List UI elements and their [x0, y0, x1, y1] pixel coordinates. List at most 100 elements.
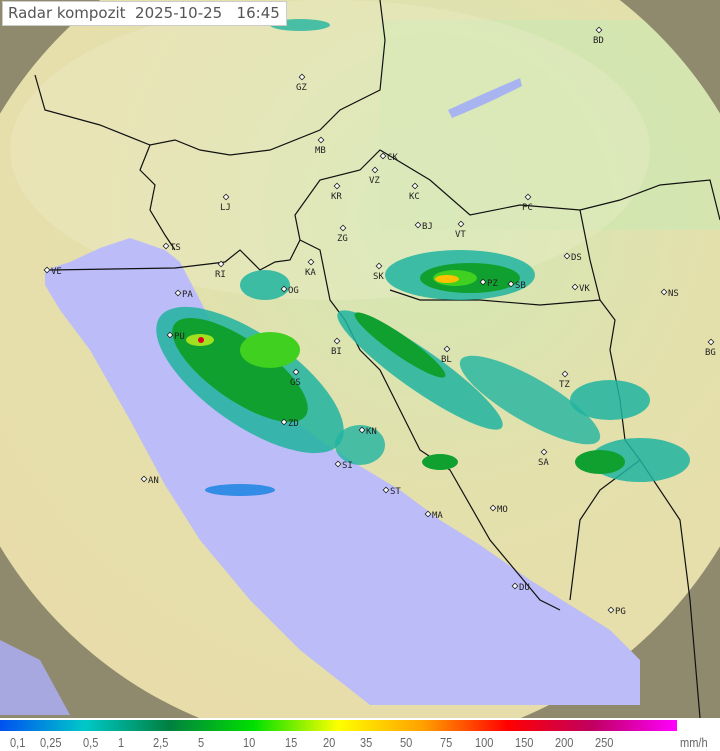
city-label: KR — [331, 192, 342, 202]
city-label: PC — [522, 203, 533, 213]
city-vk: VK — [571, 283, 590, 294]
city-ma: MA — [424, 510, 443, 521]
legend-label: 5 — [198, 735, 205, 750]
title-label: Radar kompozit — [8, 4, 126, 22]
city-ri: RI — [215, 260, 226, 280]
city-label: MA — [432, 511, 443, 521]
legend-label: 200 — [555, 735, 574, 750]
city-label: BG — [705, 348, 716, 358]
country-borders — [34, 0, 720, 718]
city-marker-icon — [292, 368, 300, 376]
city-marker-icon — [511, 582, 519, 590]
city-label: SA — [538, 458, 549, 468]
lake-balaton — [448, 78, 522, 118]
city-label: AN — [148, 476, 159, 486]
legend-color-bar — [0, 720, 677, 731]
city-marker-icon — [563, 252, 571, 260]
pannonian-lowland — [380, 20, 720, 230]
city-pa: PA — [174, 289, 193, 300]
city-marker-icon — [424, 510, 432, 518]
city-label: GZ — [296, 83, 307, 93]
city-tz: TZ — [559, 370, 570, 390]
city-label: RI — [215, 270, 226, 280]
city-label: SB — [515, 281, 526, 291]
city-marker-icon — [174, 289, 182, 297]
city-marker-icon — [540, 448, 548, 456]
city-ka: KA — [305, 258, 316, 278]
city-marker-icon — [298, 73, 306, 81]
city-marker-icon — [140, 475, 148, 483]
city-label: PU — [174, 332, 185, 342]
city-label: BI — [331, 347, 342, 357]
city-ds: DS — [563, 252, 582, 263]
city-pz: PZ — [479, 278, 498, 289]
city-label: BL — [441, 355, 452, 365]
city-marker-icon — [334, 460, 342, 468]
city-label: VE — [51, 267, 62, 277]
city-ck: CK — [379, 152, 398, 163]
city-marker-icon — [411, 182, 419, 190]
legend-labels: 0,1 0,25 0,5 1 2,5 5 10 15 20 35 50 75 100 150 200 250 m… — [0, 734, 720, 751]
city-marker-icon — [217, 260, 225, 268]
city-pg: PG — [607, 606, 626, 617]
city-marker-icon — [280, 285, 288, 293]
city-marker-icon — [571, 283, 579, 291]
city-mo: MO — [489, 504, 508, 515]
city-label: CK — [387, 153, 398, 163]
city-label: ZG — [337, 234, 348, 244]
city-bi: BI — [331, 337, 342, 357]
title-date: 2025-10-25 — [135, 4, 223, 22]
city-marker-icon — [489, 504, 497, 512]
city-label: PZ — [487, 279, 498, 289]
city-zg: ZG — [337, 224, 348, 244]
city-marker-icon — [507, 280, 515, 288]
city-label: VK — [579, 284, 590, 294]
city-marker-icon — [166, 331, 174, 339]
city-label: LJ — [220, 203, 231, 213]
city-label: PG — [615, 607, 626, 617]
city-label: DU — [519, 583, 530, 593]
city-label: OG — [288, 286, 299, 296]
city-ns: NS — [660, 288, 679, 299]
city-marker-icon — [379, 152, 387, 160]
city-label: KC — [409, 192, 420, 202]
legend-label: 100 — [475, 735, 494, 750]
radar-echoes — [156, 19, 690, 496]
city-label: BJ — [422, 222, 433, 232]
city-marker-icon — [307, 258, 315, 266]
city-si: SI — [334, 460, 353, 471]
city-kn: KN — [358, 426, 377, 437]
radar-map: BD GZ MB CK VZ KR KC PC LJ TS ZG VT BJ VE RI KA SK PZ SB DS… — [0, 0, 720, 718]
city-kc: KC — [409, 182, 420, 202]
legend-label: 15 — [285, 735, 298, 750]
legend-label: 0,5 — [83, 735, 99, 750]
city-label: KA — [305, 268, 316, 278]
title-time: 16:45 — [236, 4, 280, 22]
city-sk: SK — [373, 262, 384, 282]
city-label: ST — [390, 487, 401, 497]
city-marker-icon — [414, 221, 422, 229]
city-ve: VE — [43, 266, 62, 277]
city-mb: MB — [315, 136, 326, 156]
legend-unit: mm/h — [680, 735, 708, 750]
city-label: BD — [593, 36, 604, 46]
city-marker-icon — [280, 418, 288, 426]
city-label: SI — [342, 461, 353, 471]
city-marker-icon — [607, 606, 615, 614]
legend-label: 1 — [118, 735, 125, 750]
city-label: PA — [182, 290, 193, 300]
city-gz: GZ — [296, 73, 307, 93]
city-marker-icon — [595, 26, 603, 34]
city-bg: BG — [705, 338, 716, 358]
legend-label: 0,1 — [10, 735, 26, 750]
city-label: MB — [315, 146, 326, 156]
legend-label: 0,25 — [40, 735, 62, 750]
city-label: KN — [366, 427, 377, 437]
city-marker-icon — [339, 224, 347, 232]
legend-label: 10 — [243, 735, 256, 750]
city-label: MO — [497, 505, 508, 515]
city-marker-icon — [707, 338, 715, 346]
city-marker-icon — [524, 193, 532, 201]
city-marker-icon — [222, 193, 230, 201]
